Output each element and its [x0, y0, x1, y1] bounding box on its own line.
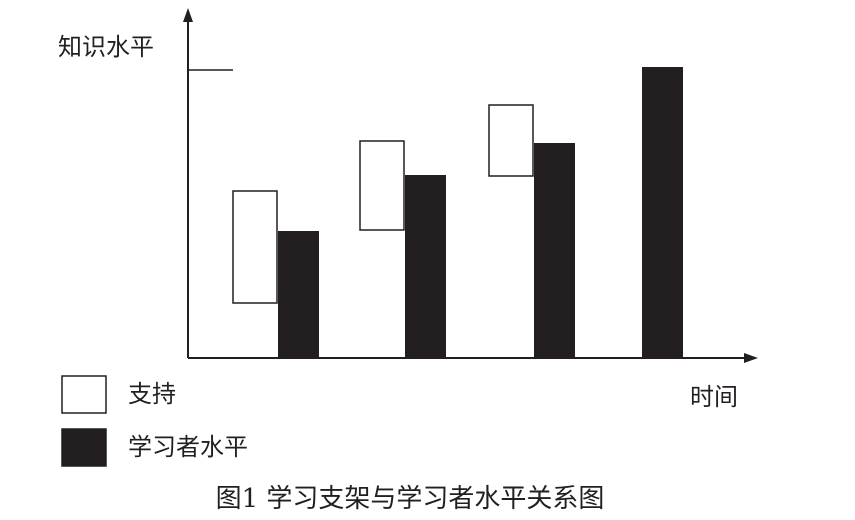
support-bar	[488, 104, 534, 177]
x-axis-label: 时间	[690, 383, 738, 411]
y-arrow	[183, 8, 193, 22]
legend-swatch	[61, 375, 107, 414]
support-bar	[232, 190, 278, 304]
level-bar	[405, 175, 446, 358]
level-bar	[642, 67, 683, 358]
caption: 图1 学习支架与学习者水平关系图	[216, 484, 605, 514]
level-bar	[278, 231, 319, 358]
legend-label: 支持	[128, 380, 176, 408]
support-bar	[359, 140, 405, 231]
x-arrow	[744, 353, 758, 363]
legend-label: 学习者水平	[128, 433, 248, 461]
y-axis-label: 知识水平	[58, 33, 154, 61]
level-bar	[534, 143, 575, 358]
legend-swatch	[61, 428, 107, 467]
